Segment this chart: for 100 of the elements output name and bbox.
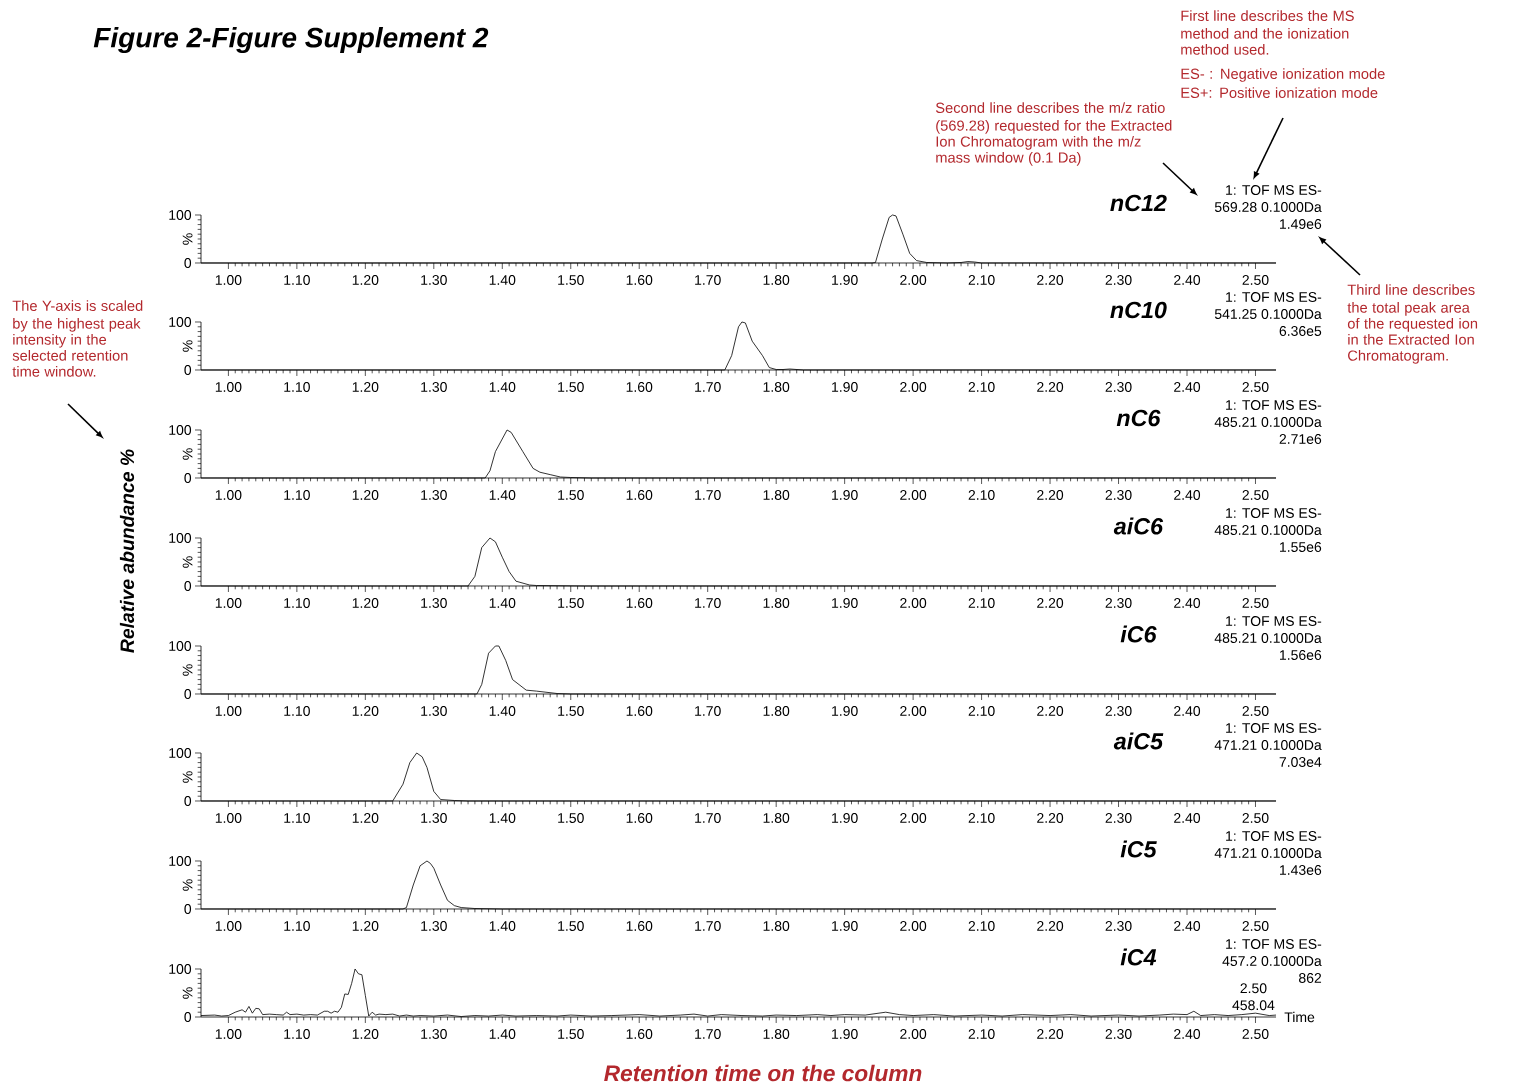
x-tick-label: 2.30 <box>1105 813 1132 823</box>
x-tick-label: 1.40 <box>489 490 516 500</box>
x-tick-label: 1.20 <box>352 1029 379 1039</box>
chart-title: nC10 <box>1110 301 1167 319</box>
x-tick-label: 1.80 <box>763 275 790 285</box>
x-tick-label: 1.50 <box>558 275 584 285</box>
text: 569.28 0.1000Da <box>1214 202 1322 212</box>
y-axis-title: % <box>182 987 193 999</box>
y-tick-label: 0 <box>184 473 192 483</box>
x-tick-label: 1.90 <box>832 921 858 931</box>
x-tick-label: 1.20 <box>352 598 379 608</box>
x-tick-label: 2.40 <box>1174 275 1201 285</box>
x-tick-label: 2.40 <box>1174 490 1201 500</box>
text: 1: TOF MS ES- <box>1226 723 1322 733</box>
x-tick-label: 1.50 <box>558 706 584 716</box>
x-tick-label: 2.20 <box>1037 382 1064 392</box>
x-tick-label: 1.70 <box>695 490 721 500</box>
text: 471.21 0.1000Da <box>1214 848 1322 858</box>
x-tick-label: 1.40 <box>489 706 516 716</box>
y-tick-label: 100 <box>169 856 192 866</box>
x-tick-label: 1.00 <box>215 706 242 716</box>
x-tick-label: 1.30 <box>421 598 447 608</box>
text: ES+: Positive ionization mode <box>1181 87 1378 98</box>
text: 6.36e5 <box>1279 326 1322 336</box>
x-tick-label: 1.90 <box>832 275 858 285</box>
x-tick-label: 1.30 <box>421 490 447 500</box>
chart-title: nC12 <box>1110 194 1167 212</box>
text: 1: TOF MS ES- <box>1226 508 1322 518</box>
x-tick-label: 1.30 <box>421 706 447 716</box>
x-tick-label: 1.30 <box>421 382 447 392</box>
x-tick-label: 1.60 <box>626 813 653 823</box>
x-tick-label: 1.00 <box>215 275 242 285</box>
x-tick-label: 1.00 <box>215 598 242 608</box>
text: Retention time on the column <box>604 1064 922 1082</box>
x-tick-label: 1.10 <box>284 921 310 931</box>
x-tick-label: 1.20 <box>352 706 379 716</box>
x-tick-label: 2.50 <box>1242 1029 1269 1039</box>
y-axis-title: % <box>182 879 193 891</box>
x-tick-label: 1.00 <box>215 490 242 500</box>
text: Second line describes the m/z ratio (569.28) requested for the Extracted Ion Chromatogram with the m/z mass window (0.1 Da) <box>935 102 1172 166</box>
x-tick-label: 2.20 <box>1037 490 1064 500</box>
x-tick-label: 1.70 <box>695 598 721 608</box>
x-tick-label: 2.30 <box>1105 490 1132 500</box>
x-tick-label: 2.50 <box>1242 598 1269 608</box>
x-tick-label: 2.30 <box>1105 382 1132 392</box>
y-tick-label: 100 <box>169 964 192 974</box>
text: 541.25 0.1000Da <box>1214 309 1322 319</box>
y-tick-label: 0 <box>184 365 192 375</box>
x-tick-label: 1.40 <box>489 382 516 392</box>
x-tick-label: 2.00 <box>900 1029 927 1039</box>
x-tick-label: 2.40 <box>1174 921 1201 931</box>
chart-title: iC6 <box>1120 625 1157 643</box>
x-tick-label: 2.00 <box>900 706 927 716</box>
x-tick-label: 1.30 <box>421 275 447 285</box>
x-tick-label: 1.10 <box>284 1029 310 1039</box>
x-tick-label: 2.10 <box>968 921 995 931</box>
x-tick-label: 1.90 <box>832 382 858 392</box>
x-tick-label: 1.20 <box>352 275 379 285</box>
x-tick-label: 2.50 <box>1242 275 1269 285</box>
y-tick-label: 0 <box>184 796 192 806</box>
y-tick-label: 0 <box>184 581 192 591</box>
text: 2.71e6 <box>1279 434 1322 444</box>
y-axis-title: % <box>182 556 193 568</box>
x-tick-label: 2.50 <box>1242 382 1269 392</box>
y-tick-label: 100 <box>169 748 192 758</box>
x-tick-label: 1.50 <box>558 382 584 392</box>
x-tick-label: 1.90 <box>832 490 858 500</box>
x-tick-label: 2.40 <box>1174 813 1201 823</box>
x-tick-label: 1.90 <box>832 1029 858 1039</box>
x-tick-label: 1.10 <box>284 382 310 392</box>
x-tick-label: 1.30 <box>421 921 447 931</box>
x-tick-label: 2.10 <box>968 275 995 285</box>
x-tick-label: 1.00 <box>215 1029 242 1039</box>
x-tick-label: 1.90 <box>832 598 858 608</box>
x-tick-label: 1.60 <box>626 382 653 392</box>
x-tick-label: 2.30 <box>1105 275 1132 285</box>
x-tick-label: 1.60 <box>626 706 653 716</box>
x-tick-label: 1.40 <box>489 1029 516 1039</box>
y-axis-title: % <box>182 340 193 352</box>
x-tick-label: 1.80 <box>763 921 790 931</box>
x-tick-label: 2.30 <box>1105 598 1132 608</box>
chart-title: iC4 <box>1120 948 1157 966</box>
x-tick-label: 1.70 <box>695 1029 721 1039</box>
x-tick-label: 1.60 <box>626 598 653 608</box>
x-tick-label: 1.40 <box>489 813 516 823</box>
text: Third line describes the total peak area of the requested ion in the Extracted Ion Chromatogram. <box>1347 284 1478 364</box>
y-tick-label: 100 <box>169 533 192 543</box>
annotation: 2.50 <box>1240 983 1267 994</box>
x-tick-label: 1.00 <box>215 921 242 931</box>
x-tick-label: 1.10 <box>284 706 310 716</box>
x-tick-label: 2.40 <box>1174 1029 1201 1039</box>
text: The Y-axis is scaled by the highest peak intensity in the selected retention time window. <box>12 300 143 377</box>
x-tick-label: 1.10 <box>284 813 310 823</box>
x-tick-label: 1.80 <box>763 813 790 823</box>
text: 1.43e6 <box>1280 865 1322 875</box>
y-axis-title: % <box>182 233 193 245</box>
y-tick-label: 0 <box>184 904 192 914</box>
text: ES- : Negative ionization mode <box>1181 68 1385 82</box>
x-tick-label: 2.50 <box>1242 706 1269 716</box>
text: 1: TOF MS ES- <box>1226 185 1322 195</box>
